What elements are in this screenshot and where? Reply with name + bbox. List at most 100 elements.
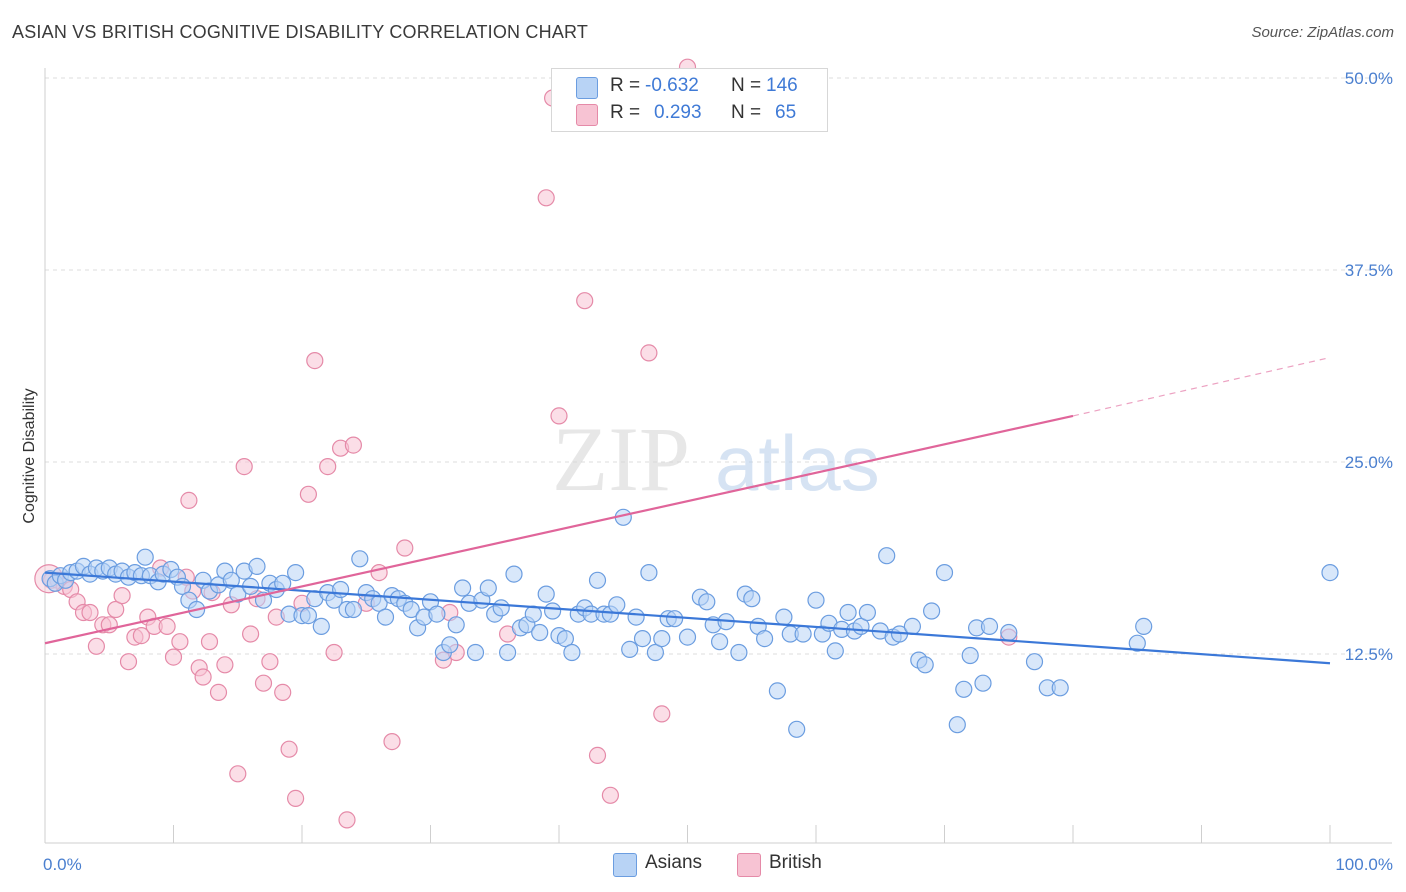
legend-label-british: British [769, 852, 822, 873]
point-asians [1321, 563, 1339, 582]
point-asians [222, 571, 240, 589]
point-british [87, 637, 106, 655]
legend-r-label: R = [610, 102, 641, 123]
point-british [396, 539, 414, 557]
point-british [280, 740, 298, 758]
x-tick-label-end: 100.0% [1335, 855, 1393, 874]
point-british [171, 633, 189, 651]
watermark-zip: ZIP [552, 408, 690, 510]
point-british [287, 789, 305, 808]
legend-swatch-asians [613, 853, 637, 877]
point-british [299, 485, 317, 503]
point-asians [447, 616, 465, 634]
point-asians [344, 600, 362, 619]
point-british [200, 633, 219, 651]
legend-swatch-british [737, 853, 761, 877]
point-asians [537, 585, 555, 603]
point-british [216, 656, 234, 674]
point-asians [505, 565, 523, 583]
point-asians [1025, 653, 1044, 671]
trend-extension-british [1072, 356, 1331, 417]
legend-n-label: N = [731, 75, 762, 96]
point-asians [136, 548, 154, 566]
point-british [113, 586, 131, 605]
point-british [344, 436, 362, 454]
point-asians [1000, 623, 1018, 642]
point-asians [980, 617, 999, 636]
legend-label-asians: Asians [645, 852, 703, 873]
y-axis-label: Cognitive Disability [21, 388, 38, 523]
point-asians [627, 608, 645, 626]
point-asians [454, 579, 472, 597]
point-asians [788, 720, 806, 738]
legend-n-value-asians: 146 [766, 75, 798, 96]
point-asians [248, 557, 266, 576]
point-british [601, 786, 620, 804]
legend-n-value-british: 65 [775, 102, 797, 123]
stats-legend: R = -0.632 N = 146 R = 0.293 N = 65 [551, 68, 828, 132]
point-asians [640, 563, 658, 582]
point-british [306, 352, 324, 370]
point-british [653, 705, 671, 723]
point-asians [543, 602, 562, 620]
point-british [194, 668, 212, 686]
point-asians [479, 579, 497, 597]
point-asians [743, 590, 761, 608]
point-asians [466, 643, 485, 662]
point-asians [665, 610, 684, 628]
point-asians [653, 629, 671, 648]
point-asians [839, 603, 857, 622]
y-tick-labels: 12.5% 25.0% 37.5% 50.0% [1345, 69, 1393, 664]
point-asians [922, 602, 941, 620]
point-asians [563, 643, 581, 662]
legend-swatch-asians [576, 77, 598, 99]
point-asians [698, 593, 716, 611]
y-tick-label: 37.5% [1345, 261, 1393, 280]
point-asians [935, 563, 954, 582]
point-asians [961, 646, 979, 665]
x-tick-labels: 0.0% 100.0% [43, 855, 1393, 874]
point-asians [916, 656, 934, 674]
point-asians [332, 580, 350, 599]
point-asians [633, 629, 652, 648]
point-asians [1128, 634, 1146, 652]
point-asians [441, 636, 459, 654]
point-asians [402, 600, 420, 619]
point-british [640, 344, 658, 362]
series-british-points [34, 58, 1018, 829]
point-asians [646, 643, 665, 662]
point-british [550, 407, 568, 425]
point-british [242, 625, 260, 643]
point-asians [807, 591, 825, 609]
point-british [164, 648, 183, 666]
point-asians [768, 682, 787, 700]
point-asians [794, 625, 812, 643]
point-british [254, 674, 273, 692]
point-asians [826, 642, 844, 660]
point-british [588, 746, 607, 765]
point-british [229, 765, 247, 783]
point-asians [858, 603, 877, 622]
point-asians [376, 608, 395, 626]
legend-swatch-british [576, 104, 598, 126]
point-asians [312, 617, 330, 636]
watermark: ZIP atlas [552, 408, 880, 510]
point-asians [492, 599, 510, 617]
point-british [274, 683, 292, 702]
trend-line-asians [44, 571, 1331, 665]
point-british [235, 458, 253, 476]
legend-r-value-british: 0.293 [654, 102, 702, 123]
point-british [576, 292, 594, 310]
point-asians [1135, 617, 1153, 636]
trend-lines [44, 356, 1331, 665]
point-asians [556, 629, 575, 648]
point-british [119, 653, 138, 671]
point-british [180, 491, 198, 509]
point-asians [428, 605, 446, 623]
point-british [209, 683, 228, 702]
point-british [261, 653, 279, 671]
point-british [338, 811, 356, 829]
point-british [325, 643, 343, 662]
watermark-atlas: atlas [715, 419, 880, 507]
